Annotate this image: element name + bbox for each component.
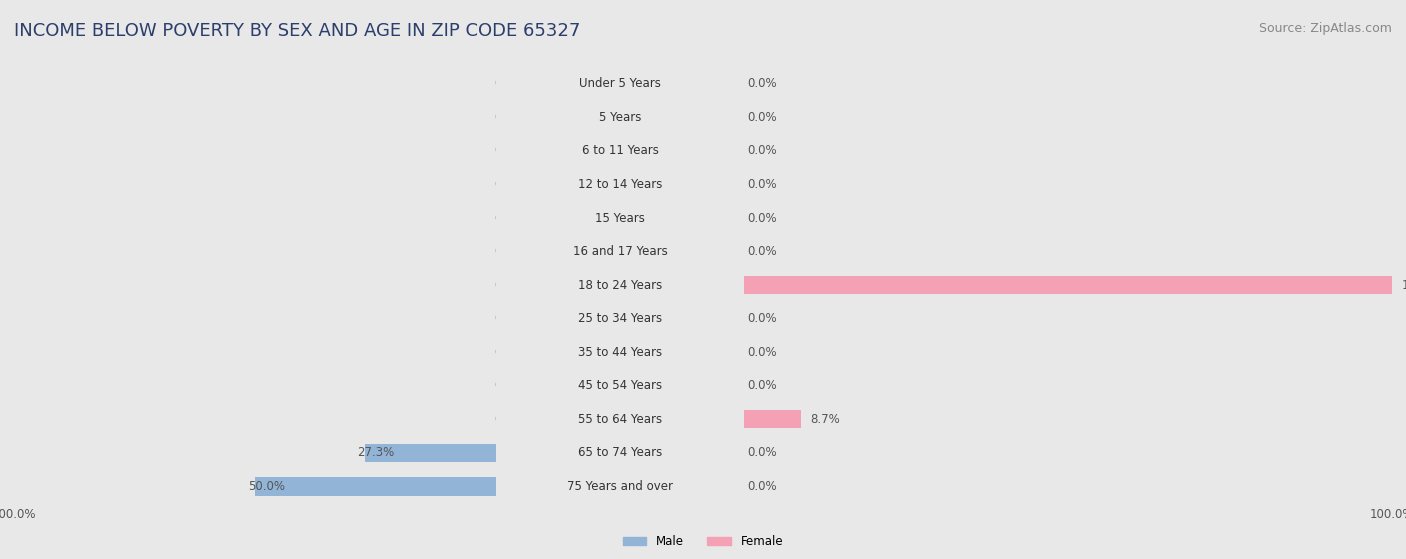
Bar — [496, 134, 1406, 168]
Bar — [0, 369, 744, 402]
Bar — [0, 302, 496, 335]
Bar — [0, 101, 496, 134]
Bar — [0, 335, 496, 369]
Bar — [496, 402, 1406, 436]
Bar — [496, 335, 1406, 369]
Text: 0.0%: 0.0% — [494, 178, 523, 191]
Text: 27.3%: 27.3% — [357, 446, 395, 459]
Bar — [496, 369, 1406, 402]
Bar — [0, 436, 744, 470]
Text: 0.0%: 0.0% — [494, 211, 523, 225]
Bar — [0, 67, 744, 101]
Bar — [0, 369, 496, 402]
Text: 0.0%: 0.0% — [748, 144, 778, 158]
Text: 25 to 34 Years: 25 to 34 Years — [578, 312, 662, 325]
Bar — [496, 302, 1406, 335]
Text: 0.0%: 0.0% — [494, 245, 523, 258]
Text: 18 to 24 Years: 18 to 24 Years — [578, 278, 662, 292]
Bar — [0, 402, 496, 436]
Bar — [0, 134, 496, 168]
Text: 5 Years: 5 Years — [599, 111, 641, 124]
Text: 0.0%: 0.0% — [494, 278, 523, 292]
Text: 55 to 64 Years: 55 to 64 Years — [578, 413, 662, 426]
Text: 50.0%: 50.0% — [247, 480, 285, 493]
Text: 0.0%: 0.0% — [494, 77, 523, 91]
Text: 16 and 17 Years: 16 and 17 Years — [574, 245, 668, 258]
Bar — [0, 470, 744, 503]
Text: 0.0%: 0.0% — [748, 245, 778, 258]
Text: 0.0%: 0.0% — [748, 480, 778, 493]
Text: 0.0%: 0.0% — [748, 111, 778, 124]
Bar — [0, 235, 744, 268]
Bar — [0, 268, 496, 302]
Bar — [0, 235, 496, 268]
Bar — [0, 436, 496, 470]
Text: 65 to 74 Years: 65 to 74 Years — [578, 446, 662, 459]
Text: 0.0%: 0.0% — [494, 111, 523, 124]
Bar — [0, 134, 744, 168]
Text: 75 Years and over: 75 Years and over — [568, 480, 673, 493]
Text: 8.7%: 8.7% — [810, 413, 841, 426]
Text: Source: ZipAtlas.com: Source: ZipAtlas.com — [1258, 22, 1392, 35]
Bar — [744, 410, 800, 429]
Text: Under 5 Years: Under 5 Years — [579, 77, 661, 91]
Text: 0.0%: 0.0% — [748, 178, 778, 191]
Bar — [256, 477, 496, 496]
Text: 0.0%: 0.0% — [748, 211, 778, 225]
Bar — [496, 201, 1406, 235]
Text: 0.0%: 0.0% — [748, 77, 778, 91]
Bar — [364, 444, 496, 462]
Text: 6 to 11 Years: 6 to 11 Years — [582, 144, 659, 158]
Bar — [496, 268, 1406, 302]
Text: 100.0%: 100.0% — [1402, 278, 1406, 292]
Text: 12 to 14 Years: 12 to 14 Years — [578, 178, 662, 191]
Bar — [496, 168, 1406, 201]
Bar — [0, 201, 744, 235]
Bar — [0, 67, 496, 101]
Bar — [0, 168, 496, 201]
Text: 0.0%: 0.0% — [748, 312, 778, 325]
Bar — [0, 470, 496, 503]
Bar — [496, 235, 1406, 268]
Text: 0.0%: 0.0% — [494, 144, 523, 158]
Bar — [0, 201, 496, 235]
Bar — [0, 402, 744, 436]
Bar — [0, 302, 744, 335]
Text: 0.0%: 0.0% — [494, 345, 523, 359]
Bar — [0, 335, 744, 369]
Bar — [496, 470, 1406, 503]
Text: 0.0%: 0.0% — [494, 312, 523, 325]
Text: 0.0%: 0.0% — [748, 446, 778, 459]
Text: 0.0%: 0.0% — [748, 345, 778, 359]
Legend: Male, Female: Male, Female — [619, 530, 787, 553]
Text: 0.0%: 0.0% — [494, 413, 523, 426]
Bar — [0, 101, 744, 134]
Bar — [496, 101, 1406, 134]
Bar — [744, 276, 1392, 294]
Text: 45 to 54 Years: 45 to 54 Years — [578, 379, 662, 392]
Bar — [496, 67, 1406, 101]
Bar — [0, 268, 744, 302]
Text: 15 Years: 15 Years — [595, 211, 645, 225]
Bar — [496, 436, 1406, 470]
Text: 0.0%: 0.0% — [494, 379, 523, 392]
Text: 35 to 44 Years: 35 to 44 Years — [578, 345, 662, 359]
Text: 0.0%: 0.0% — [748, 379, 778, 392]
Bar — [0, 168, 744, 201]
Text: INCOME BELOW POVERTY BY SEX AND AGE IN ZIP CODE 65327: INCOME BELOW POVERTY BY SEX AND AGE IN Z… — [14, 22, 581, 40]
